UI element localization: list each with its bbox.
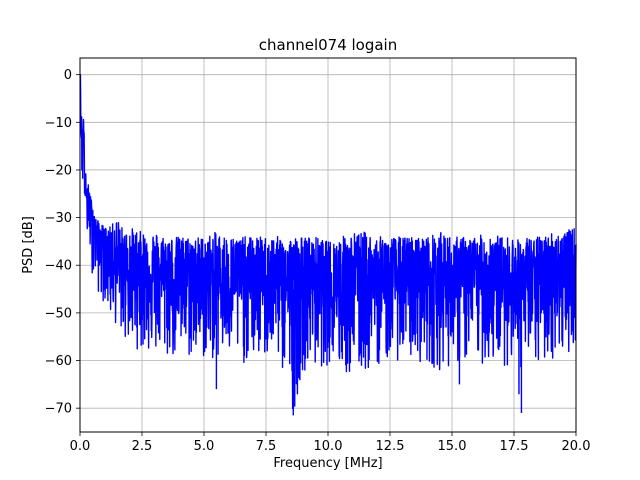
- y-ticks: 0 −10 −20 −30 −40 −50 −60 −70: [45, 68, 80, 417]
- y-tick-label: −70: [45, 402, 72, 417]
- psd-trace: [79, 73, 577, 416]
- x-tick-label: 20.0: [562, 439, 591, 454]
- y-tick-label: 0: [64, 68, 72, 83]
- y-axis-label: PSD [dB]: [21, 216, 36, 274]
- x-tick-label: 0.0: [70, 439, 91, 454]
- y-tick-label: −40: [45, 259, 72, 274]
- y-tick-label: −60: [45, 354, 72, 369]
- x-tick-label: 7.5: [256, 439, 277, 454]
- x-axis-label: Frequency [MHz]: [273, 456, 382, 471]
- y-tick-label: −50: [45, 306, 72, 321]
- x-ticks: 0.0 2.5 5.0 7.5 10.0 12.5 15.0 17.5 20.0: [70, 432, 591, 454]
- x-tick-label: 10.0: [314, 439, 343, 454]
- x-tick-label: 15.0: [438, 439, 467, 454]
- x-tick-label: 17.5: [500, 439, 529, 454]
- x-tick-label: 5.0: [194, 439, 215, 454]
- y-tick-label: −20: [45, 163, 72, 178]
- x-tick-label: 12.5: [376, 439, 405, 454]
- y-tick-label: −10: [45, 116, 72, 131]
- chart-title: channel074 logain: [259, 36, 398, 54]
- x-tick-label: 2.5: [132, 439, 153, 454]
- series-line: [79, 73, 577, 416]
- y-tick-label: −30: [45, 211, 72, 226]
